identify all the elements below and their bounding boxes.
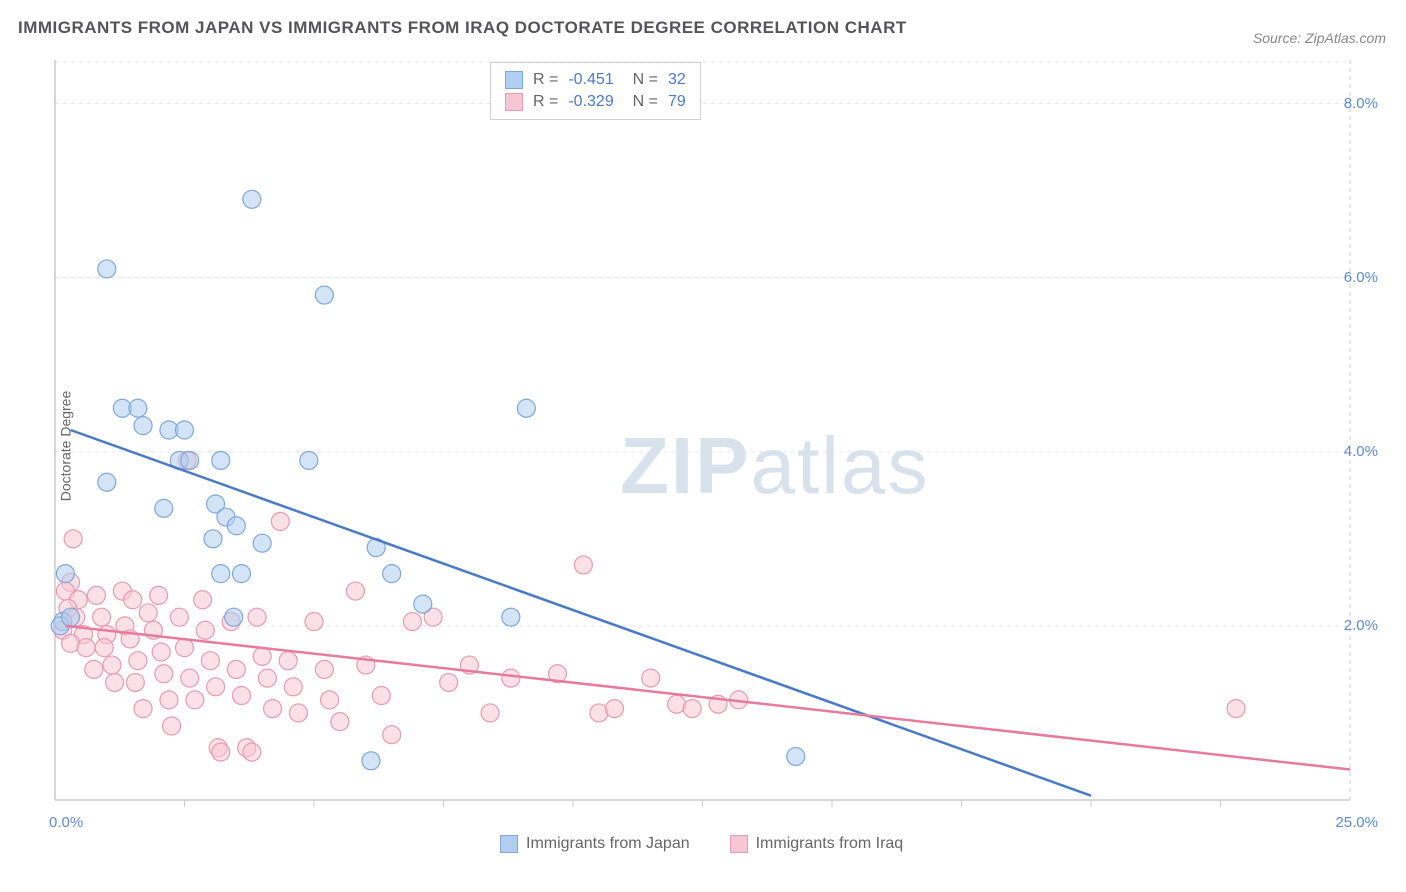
- legend-item: Immigrants from Japan: [500, 835, 690, 853]
- legend-label: Immigrants from Iraq: [756, 835, 904, 853]
- axis-tick-label: 6.0%: [1344, 269, 1378, 286]
- stats-n-value: 79: [668, 93, 686, 111]
- source-label: Source:: [1253, 30, 1301, 46]
- source-value: ZipAtlas.com: [1305, 30, 1386, 46]
- axis-tick-label: 0.0%: [49, 814, 83, 831]
- stats-n-label: N =: [624, 93, 658, 111]
- axis-tick-label: 8.0%: [1344, 95, 1378, 112]
- chart-area: ZIPatlas R = -0.451 N = 32R = -0.329 N =…: [50, 60, 1380, 830]
- stats-row: R = -0.451 N = 32: [505, 69, 686, 91]
- axis-tick-label: 25.0%: [1335, 814, 1378, 831]
- legend-swatch: [730, 835, 748, 853]
- stats-swatch: [505, 71, 523, 89]
- stats-row: R = -0.329 N = 79: [505, 91, 686, 113]
- stats-n-label: N =: [624, 71, 658, 89]
- stats-r-label: R =: [533, 71, 558, 89]
- stats-legend-box: R = -0.451 N = 32R = -0.329 N = 79: [490, 62, 701, 120]
- chart-title: IMMIGRANTS FROM JAPAN VS IMMIGRANTS FROM…: [18, 18, 907, 38]
- axis-tick-label: 4.0%: [1344, 443, 1378, 460]
- stats-r-label: R =: [533, 93, 558, 111]
- legend-item: Immigrants from Iraq: [730, 835, 904, 853]
- legend-swatch: [500, 835, 518, 853]
- scatter-chart: [50, 60, 1380, 830]
- stats-n-value: 32: [668, 71, 686, 89]
- legend-label: Immigrants from Japan: [526, 835, 690, 853]
- axis-tick-label: 2.0%: [1344, 617, 1378, 634]
- stats-r-value: -0.329: [568, 93, 613, 111]
- stats-r-value: -0.451: [568, 71, 613, 89]
- stats-swatch: [505, 93, 523, 111]
- source-attribution: Source: ZipAtlas.com: [1253, 30, 1386, 46]
- bottom-legend: Immigrants from Japan Immigrants from Ira…: [500, 835, 903, 853]
